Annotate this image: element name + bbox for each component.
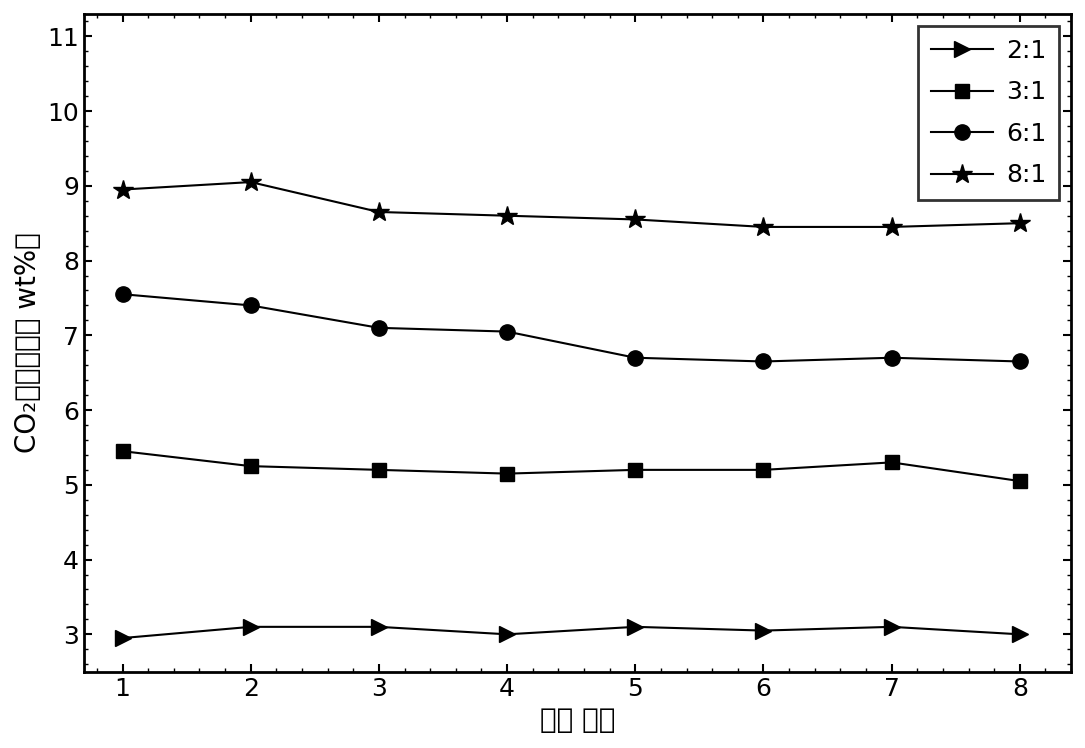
- Legend: 2:1, 3:1, 6:1, 8:1: 2:1, 3:1, 6:1, 8:1: [918, 26, 1059, 200]
- Line: 3:1: 3:1: [116, 444, 1026, 488]
- 3:1: [1013, 476, 1026, 485]
- Line: 6:1: 6:1: [115, 286, 1027, 369]
- 6:1: [757, 357, 770, 366]
- Line: 8:1: 8:1: [112, 171, 1031, 237]
- 6:1: [116, 289, 129, 298]
- 8:1: [885, 222, 898, 231]
- 3:1: [244, 462, 257, 470]
- 6:1: [372, 323, 385, 332]
- 2:1: [757, 626, 770, 635]
- 3:1: [757, 465, 770, 474]
- 6:1: [885, 353, 898, 362]
- 8:1: [500, 211, 513, 220]
- 6:1: [629, 353, 642, 362]
- 2:1: [629, 622, 642, 631]
- 8:1: [1013, 218, 1026, 227]
- 3:1: [629, 465, 642, 474]
- 2:1: [500, 630, 513, 639]
- 6:1: [244, 301, 257, 310]
- 2:1: [885, 622, 898, 631]
- 6:1: [1013, 357, 1026, 366]
- 6:1: [500, 327, 513, 336]
- 8:1: [372, 207, 385, 216]
- 2:1: [1013, 630, 1026, 639]
- 8:1: [629, 215, 642, 224]
- Line: 2:1: 2:1: [115, 619, 1027, 646]
- Y-axis label: CO₂吸附容量（ wt%）: CO₂吸附容量（ wt%）: [14, 233, 42, 453]
- 2:1: [116, 634, 129, 643]
- 3:1: [372, 465, 385, 474]
- 2:1: [244, 622, 257, 631]
- 8:1: [757, 222, 770, 231]
- 8:1: [116, 185, 129, 194]
- 3:1: [116, 447, 129, 456]
- 3:1: [885, 458, 898, 467]
- 2:1: [372, 622, 385, 631]
- 8:1: [244, 177, 257, 186]
- 3:1: [500, 469, 513, 478]
- X-axis label: 循环 次数: 循环 次数: [540, 706, 615, 734]
